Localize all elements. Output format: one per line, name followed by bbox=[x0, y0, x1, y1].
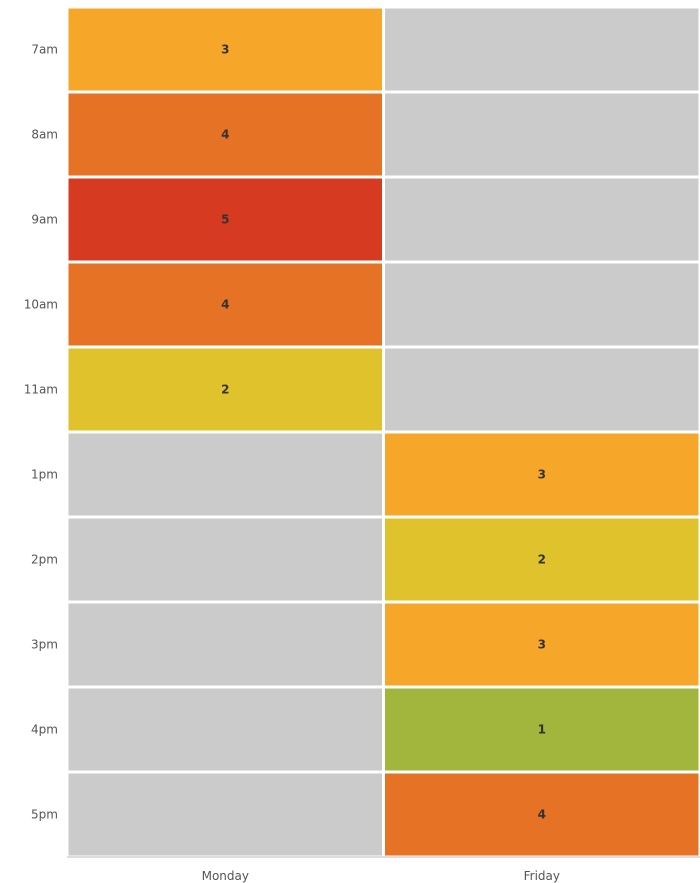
heatmap-cell-10am-monday bbox=[68, 263, 382, 346]
row-label-10am: 10am bbox=[24, 298, 58, 312]
heatmap-cell-9am-monday bbox=[68, 178, 382, 261]
heatmap-cells bbox=[68, 8, 699, 856]
heatmap-cell-4pm-monday bbox=[68, 688, 382, 771]
heatmap-cell-11am-monday bbox=[68, 348, 382, 431]
heatmap-cell-7am-monday bbox=[68, 8, 382, 91]
column-label-monday: Monday bbox=[202, 869, 249, 883]
heatmap-cell-8am-monday bbox=[68, 93, 382, 176]
cell-value-label: 1 bbox=[538, 723, 546, 737]
row-label-8am: 8am bbox=[31, 128, 58, 142]
row-label-5pm: 5pm bbox=[31, 808, 58, 822]
cell-value-label: 3 bbox=[538, 468, 546, 482]
heatmap-cell-5pm-friday bbox=[385, 773, 699, 856]
heatmap-cell-11am-friday bbox=[385, 348, 699, 431]
cell-value-label: 4 bbox=[538, 808, 546, 822]
heatmap-cell-3pm-monday bbox=[68, 603, 382, 686]
cell-value-label: 2 bbox=[538, 553, 546, 567]
heatmap-cell-4pm-friday bbox=[385, 688, 699, 771]
cell-value-label: 4 bbox=[221, 128, 229, 142]
heatmap-cell-2pm-friday bbox=[385, 518, 699, 601]
heatmap-cell-10am-friday bbox=[385, 263, 699, 346]
cell-value-label: 4 bbox=[221, 298, 229, 312]
heatmap-cell-8am-friday bbox=[385, 93, 699, 176]
row-label-2pm: 2pm bbox=[31, 553, 58, 567]
cell-value-label: 5 bbox=[221, 213, 229, 227]
cell-value-label: 3 bbox=[221, 43, 229, 57]
row-label-7am: 7am bbox=[31, 43, 58, 57]
column-label-friday: Friday bbox=[524, 869, 560, 883]
heatmap-row-labels: 7am 8am 9am 10am 11am 1pm 2pm 3pm 4pm 5pm bbox=[24, 43, 58, 822]
row-label-1pm: 1pm bbox=[31, 468, 58, 482]
heatmap-cell-7am-friday bbox=[385, 8, 699, 91]
heatmap-cell-1pm-friday bbox=[385, 433, 699, 516]
row-label-4pm: 4pm bbox=[31, 723, 58, 737]
heatmap-cell-2pm-monday bbox=[68, 518, 382, 601]
heatmap-cell-3pm-friday bbox=[385, 603, 699, 686]
heatmap-cell-1pm-monday bbox=[68, 433, 382, 516]
heatmap-column-labels: Monday Friday bbox=[202, 869, 560, 883]
heatmap-cell-5pm-monday bbox=[68, 773, 382, 856]
cell-value-label: 3 bbox=[538, 638, 546, 652]
row-label-3pm: 3pm bbox=[31, 638, 58, 652]
heatmap-cell-labels: 3 4 5 4 2 3 2 3 1 4 bbox=[221, 43, 546, 822]
row-label-9am: 9am bbox=[31, 213, 58, 227]
heatmap-cell-9am-friday bbox=[385, 178, 699, 261]
row-label-11am: 11am bbox=[24, 383, 58, 397]
cell-value-label: 2 bbox=[221, 383, 229, 397]
